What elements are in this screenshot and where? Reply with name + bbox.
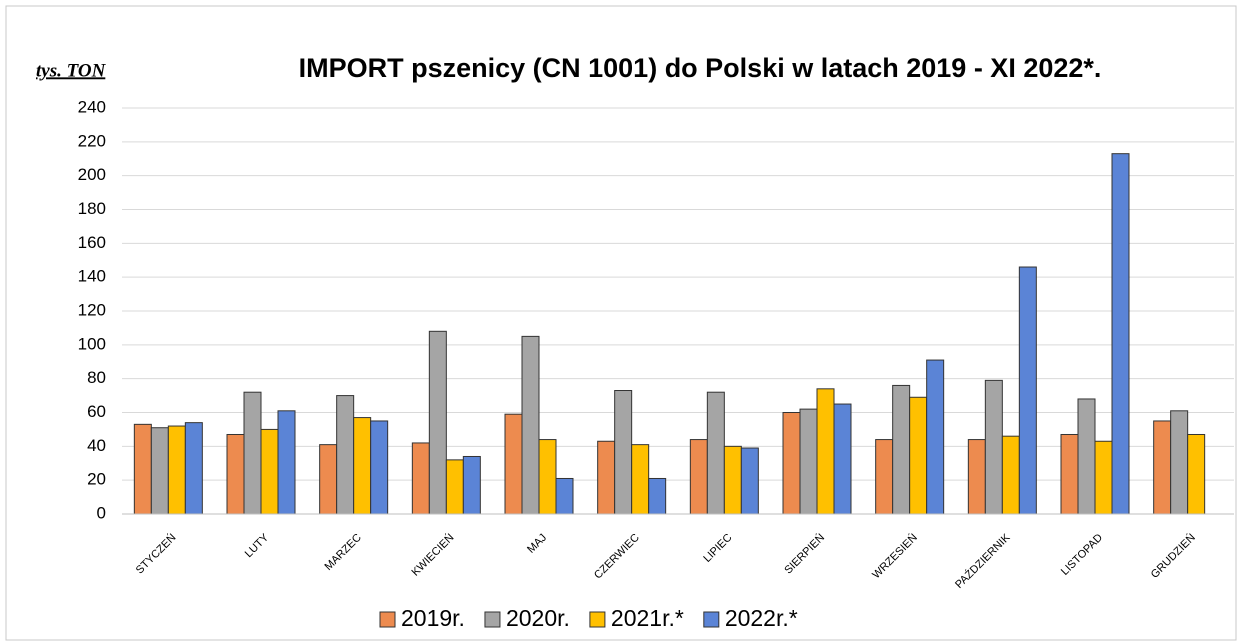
bar xyxy=(504,413,523,515)
bar xyxy=(723,445,742,515)
bar xyxy=(909,396,928,515)
bar xyxy=(1077,398,1096,515)
legend-label: 2021r.* xyxy=(611,605,684,631)
bar xyxy=(243,391,262,515)
bar xyxy=(370,420,389,515)
y-tick-label: 220 xyxy=(78,131,106,150)
bar xyxy=(597,440,616,515)
bar xyxy=(319,444,338,515)
legend-label: 2019r. xyxy=(401,605,465,631)
bar xyxy=(555,477,574,515)
bar xyxy=(1170,410,1189,515)
legend-swatch xyxy=(379,611,396,628)
bar xyxy=(411,442,430,515)
bar xyxy=(260,428,279,515)
y-tick-label: 240 xyxy=(78,97,106,116)
bar xyxy=(1187,433,1206,515)
bar xyxy=(184,422,203,515)
legend-swatch xyxy=(589,611,606,628)
bar xyxy=(353,417,372,515)
bar xyxy=(689,439,708,515)
y-tick-label: 100 xyxy=(78,334,106,353)
bar xyxy=(614,390,633,515)
bar xyxy=(445,459,464,515)
bar xyxy=(740,447,759,515)
y-tick-label: 80 xyxy=(87,368,106,387)
y-tick-label: 0 xyxy=(97,503,106,522)
bar xyxy=(521,335,540,515)
y-tick-label: 180 xyxy=(78,199,106,218)
bar xyxy=(226,433,245,515)
bar xyxy=(631,444,650,515)
bar xyxy=(336,395,355,515)
bar xyxy=(167,425,186,515)
y-tick-label: 40 xyxy=(87,436,106,455)
chart-title: IMPORT pszenicy (CN 1001) do Polski w la… xyxy=(299,53,1102,83)
bar xyxy=(1018,266,1037,515)
legend-swatch xyxy=(703,611,720,628)
y-tick-label: 200 xyxy=(78,165,106,184)
bar xyxy=(428,330,447,515)
legend-label: 2020r. xyxy=(506,605,570,631)
bar xyxy=(875,439,894,515)
bar xyxy=(833,403,852,515)
y-tick-label: 120 xyxy=(78,300,106,319)
legend-swatch xyxy=(484,611,501,628)
y-tick-label: 140 xyxy=(78,267,106,286)
y-tick-label: 60 xyxy=(87,402,106,421)
bar xyxy=(150,427,169,515)
bar xyxy=(892,384,911,515)
bar xyxy=(648,477,667,515)
bar xyxy=(816,388,835,515)
bar xyxy=(462,455,481,515)
bar xyxy=(1060,433,1079,515)
bar xyxy=(1111,153,1130,515)
bar xyxy=(538,439,557,515)
bar xyxy=(782,412,801,515)
bar xyxy=(706,391,725,515)
y-tick-label: 160 xyxy=(78,233,106,252)
bar xyxy=(133,423,152,515)
bar xyxy=(1001,435,1020,515)
y-tick-label: 20 xyxy=(87,470,106,489)
bar xyxy=(1094,440,1113,515)
y-axis-label: tys. TON xyxy=(36,60,107,81)
bar xyxy=(984,379,1003,515)
bar xyxy=(926,359,945,515)
bar xyxy=(1153,420,1172,515)
bar xyxy=(967,439,986,515)
bar xyxy=(277,410,296,515)
bar xyxy=(799,408,818,515)
legend-label: 2022r.* xyxy=(725,605,798,631)
